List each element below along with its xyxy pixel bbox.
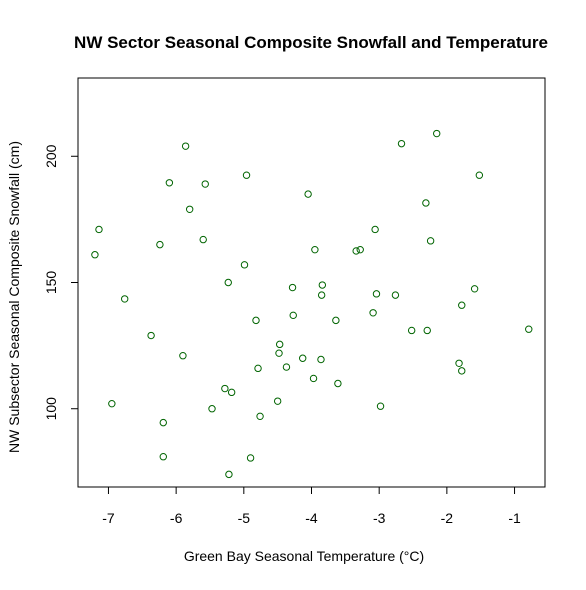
- data-point: [317, 355, 325, 364]
- chart-title: NW Sector Seasonal Composite Snowfall an…: [74, 33, 548, 52]
- data-point: [455, 359, 463, 367]
- data-point: [299, 354, 307, 362]
- data-point: [159, 418, 167, 427]
- y-tick-label: 200: [43, 144, 59, 168]
- data-point: [332, 316, 340, 325]
- data-point: [224, 278, 232, 287]
- data-point: [199, 235, 207, 244]
- data-point: [91, 251, 99, 259]
- data-point: [458, 301, 466, 309]
- x-tick-label: -1: [508, 510, 521, 526]
- x-axis-label: Green Bay Seasonal Temperature (°C): [184, 548, 424, 564]
- data-point: [475, 171, 484, 179]
- data-point: [289, 311, 297, 320]
- data-point: [426, 237, 435, 245]
- data-point: [225, 470, 233, 479]
- data-point: [525, 325, 533, 333]
- data-point: [147, 331, 155, 340]
- data-point: [275, 340, 284, 349]
- data-point: [252, 316, 260, 325]
- x-tick-label: -7: [102, 510, 115, 526]
- x-tick-label: -5: [238, 510, 251, 526]
- data-point: [246, 454, 255, 462]
- data-point: [156, 240, 164, 249]
- data-point: [371, 225, 379, 234]
- data-point: [352, 247, 360, 255]
- data-point: [159, 453, 167, 461]
- x-axis: -7 -6 -5 -4 -3 -2 -1: [102, 487, 521, 526]
- data-point: [369, 309, 377, 317]
- x-tick-label: -2: [441, 510, 454, 526]
- data-point: [185, 205, 194, 213]
- data-point: [423, 326, 431, 335]
- data-point: [201, 180, 209, 188]
- data-point: [208, 405, 216, 413]
- data-point: [433, 129, 441, 138]
- data-point: [179, 352, 187, 360]
- plot-frame: [77, 77, 546, 488]
- data-point: [181, 142, 190, 150]
- data-point: [221, 384, 229, 393]
- data-point: [318, 281, 327, 289]
- data-point: [108, 399, 116, 408]
- x-tick-label: -3: [373, 510, 386, 526]
- data-points: [91, 129, 533, 479]
- x-tick-label: -4: [305, 510, 318, 526]
- data-point: [165, 179, 174, 187]
- data-point: [95, 225, 103, 234]
- data-point: [254, 364, 262, 373]
- data-point: [227, 388, 236, 397]
- data-point: [317, 291, 326, 299]
- data-point: [275, 349, 283, 357]
- data-point: [372, 290, 381, 298]
- data-point: [334, 379, 342, 388]
- data-point: [356, 245, 364, 254]
- data-point: [240, 261, 249, 269]
- data-point: [311, 245, 319, 254]
- data-point: [407, 326, 416, 335]
- data-point: [242, 171, 251, 179]
- x-tick-label: -6: [170, 510, 183, 526]
- data-point: [470, 285, 479, 293]
- y-tick-label: 100: [43, 397, 59, 421]
- y-axis: 100 150 200: [43, 144, 78, 420]
- data-point: [397, 139, 406, 148]
- data-point: [256, 412, 264, 421]
- data-point: [282, 363, 291, 371]
- data-point: [422, 199, 430, 207]
- data-point: [391, 291, 400, 299]
- data-point: [458, 367, 466, 375]
- data-point: [273, 397, 282, 405]
- data-point: [309, 374, 318, 383]
- data-point: [376, 402, 385, 410]
- y-axis-label: NW Subsector Seasonal Composite Snowfall…: [6, 141, 22, 453]
- data-point: [304, 190, 312, 198]
- data-point: [288, 283, 297, 292]
- y-tick-label: 150: [43, 271, 59, 295]
- data-point: [121, 295, 129, 303]
